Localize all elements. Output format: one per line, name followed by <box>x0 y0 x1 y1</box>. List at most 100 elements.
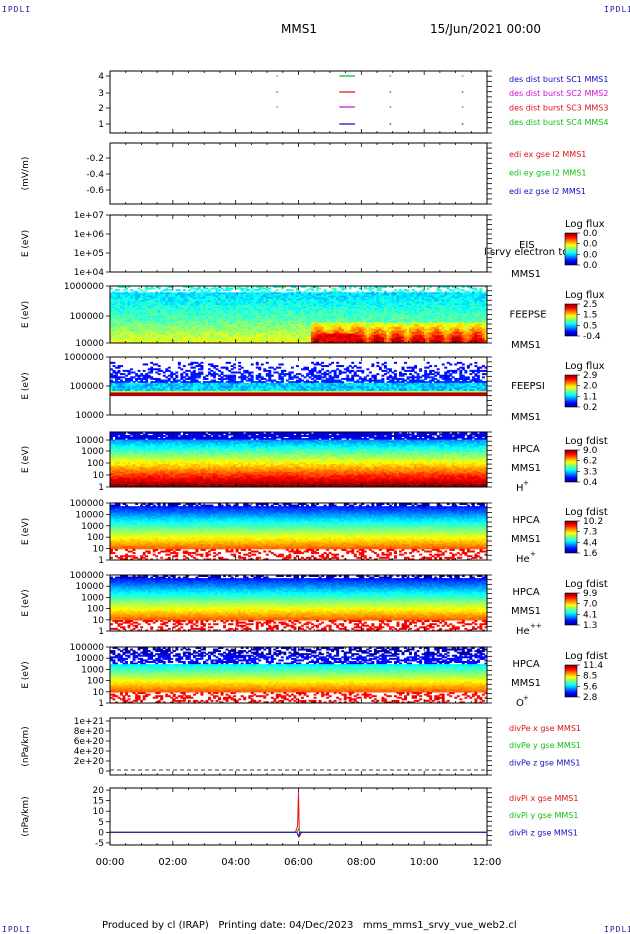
y-tick-label-burst: 4 <box>98 72 104 82</box>
legend-entry-edi: edi ey gse l2 MMS1 <box>509 168 587 177</box>
overlay-text-eis: l srvy electron to <box>484 247 568 258</box>
y-tick-label-eis: 1e+07 <box>74 211 104 221</box>
y-tick-label-divpi: 15 <box>93 797 104 807</box>
x-tick-label: 00:00 <box>96 857 125 868</box>
species-charge-hpca_o: + <box>523 694 529 702</box>
y-tick-label-hpca_he: 1 <box>98 556 104 566</box>
spacecraft-label-hpca_he: MMS1 <box>511 534 541 545</box>
y-tick-label-edi: -0.4 <box>86 170 104 180</box>
colorbar-title-feepsi: Log flux <box>565 361 605 372</box>
y-tick-label-hpca_h: 1 <box>98 483 104 493</box>
y-axis-label-divpe: (nPa/km) <box>21 726 31 766</box>
spectrogram-hpca_hepp <box>110 575 488 632</box>
colorbar-title-hpca_hepp: Log fdist <box>565 579 608 590</box>
y-tick-label-eis: 1e+06 <box>74 230 105 240</box>
x-tick-label: 04:00 <box>221 857 250 868</box>
y-axis-label-edi: (mV/m) <box>21 157 31 191</box>
y-tick-label-hpca_he: 10000 <box>75 510 104 520</box>
legend-entry-burst: des dist burst SC2 MMS2 <box>509 89 608 98</box>
y-axis-label-hpca_he: E (eV) <box>21 518 31 545</box>
spacecraft-label-feepsi: MMS1 <box>511 412 541 423</box>
colorbar-tick-label-hpca_h: 6.2 <box>583 457 597 467</box>
y-tick-label-hpca_o: 1000 <box>81 665 104 675</box>
spacecraft-label-hpca_hepp: MMS1 <box>511 606 541 617</box>
colorbar-tick-label-hpca_he: 1.6 <box>583 549 598 559</box>
y-tick-label-burst: 3 <box>98 89 104 99</box>
y-tick-label-divpi: -5 <box>95 839 104 849</box>
colorbar-tick-label-eis: 0.0 <box>583 250 598 260</box>
panel-frame-edi <box>109 142 488 205</box>
y-tick-label-hpca_hepp: 1000 <box>81 593 104 603</box>
y-tick-label-hpca_hepp: 10 <box>93 616 105 626</box>
y-tick-label-hpca_o: 10 <box>93 688 105 698</box>
colorbar-tick-label-hpca_hepp: 9.9 <box>583 589 598 599</box>
x-tick-label: 08:00 <box>347 857 376 868</box>
y-tick-label-hpca_he: 100 <box>87 533 104 543</box>
colorbar-tick-label-feepse: 1.5 <box>583 311 597 321</box>
y-tick-label-burst: 1 <box>98 120 104 130</box>
instrument-label-hpca_h: HPCA <box>512 444 540 455</box>
colorbar-eis <box>564 232 578 266</box>
colorbar-tick-label-eis: 0.0 <box>583 261 598 271</box>
series-line-divPi-z-gse-MMS1 <box>110 831 487 839</box>
instrument-label-feepse: FEEPSE <box>509 310 546 321</box>
y-tick-label-hpca_h: 1000 <box>81 447 104 457</box>
spacecraft-label-hpca_o: MMS1 <box>511 678 541 689</box>
colorbar-tick-label-hpca_h: 9.0 <box>583 446 598 456</box>
colorbar-tick-label-feepse: 2.5 <box>583 300 597 310</box>
colorbar-tick-label-hpca_he: 4.4 <box>583 538 598 548</box>
colorbar-title-hpca_h: Log fdist <box>565 436 608 447</box>
colorbar-tick-label-hpca_hepp: 7.0 <box>583 600 598 610</box>
instrument-label-hpca_he: HPCA <box>512 515 540 526</box>
colorbar-tick-label-hpca_o: 8.5 <box>583 672 597 682</box>
y-axis-label-feepse: E (eV) <box>21 301 31 328</box>
y-tick-label-hpca_o: 100 <box>87 677 104 687</box>
colorbar-hpca_he <box>564 520 578 554</box>
instrument-label-eis: EIS <box>519 240 535 251</box>
y-tick-label-hpca_he: 1000 <box>81 522 104 532</box>
legend-entry-divpe: divPe z gse MMS1 <box>509 759 580 768</box>
spacecraft-label-eis: MMS1 <box>511 269 541 280</box>
colorbar-tick-label-feepse: -0.4 <box>583 332 601 342</box>
y-tick-label-feepsi: 10000 <box>75 411 104 421</box>
y-tick-label-divpe: 4e+20 <box>74 747 105 757</box>
species-charge-hpca_h: + <box>523 479 529 487</box>
colorbar-tick-label-hpca_o: 5.6 <box>583 682 598 692</box>
x-tick-label: 12:00 <box>473 857 502 868</box>
colorbar-title-hpca_o: Log fdist <box>565 651 608 662</box>
y-tick-label-eis: 1e+04 <box>74 268 105 278</box>
spacecraft-label-hpca_h: MMS1 <box>511 463 541 474</box>
legend-entry-divpi: divPi z gse MMS1 <box>509 829 578 838</box>
colorbar-title-hpca_he: Log fdist <box>565 507 608 518</box>
corner-mark-bottom-left: IPDLI <box>2 925 31 934</box>
y-tick-label-feepse: 10000 <box>75 339 104 349</box>
colorbar-tick-label-hpca_he: 10.2 <box>583 517 603 527</box>
colorbar-title-feepse: Log flux <box>565 290 605 301</box>
spectrogram-hpca_h <box>110 432 488 488</box>
spectrogram-hpca_o <box>110 647 488 704</box>
y-axis-label-feepsi: E (eV) <box>21 372 31 399</box>
colorbar-tick-label-hpca_he: 7.3 <box>583 528 597 538</box>
y-tick-label-hpca_hepp: 10000 <box>75 582 104 592</box>
corner-mark-top-right: IPDLI <box>604 5 630 14</box>
y-tick-label-hpca_h: 10 <box>93 471 105 481</box>
species-charge-hpca_hepp: ++ <box>530 622 542 630</box>
y-tick-label-hpca_hepp: 100 <box>87 605 104 615</box>
colorbar-tick-label-eis: 0.0 <box>583 229 598 239</box>
y-tick-label-hpca_h: 100 <box>87 459 104 469</box>
species-label-hpca_hepp: He <box>516 626 530 637</box>
panel-frame-eis <box>109 214 488 273</box>
y-tick-label-divpe: 2e+20 <box>74 757 105 767</box>
y-tick-label-hpca_he: 10 <box>93 545 105 555</box>
y-tick-label-hpca_o: 1 <box>98 699 104 709</box>
legend-entry-divpi: divPi x gse MMS1 <box>509 794 578 803</box>
instrument-label-hpca_hepp: HPCA <box>512 587 540 598</box>
y-axis-label-hpca_hepp: E (eV) <box>21 589 31 616</box>
y-tick-label-feepse: 100000 <box>70 312 105 322</box>
y-tick-label-burst: 2 <box>98 104 104 114</box>
x-tick-label: 06:00 <box>284 857 313 868</box>
species-charge-hpca_he: + <box>530 550 536 558</box>
x-tick-label: 10:00 <box>410 857 439 868</box>
legend-entry-burst: des dist burst SC3 MMS3 <box>509 104 608 113</box>
y-tick-label-divpi: 0 <box>98 828 104 838</box>
